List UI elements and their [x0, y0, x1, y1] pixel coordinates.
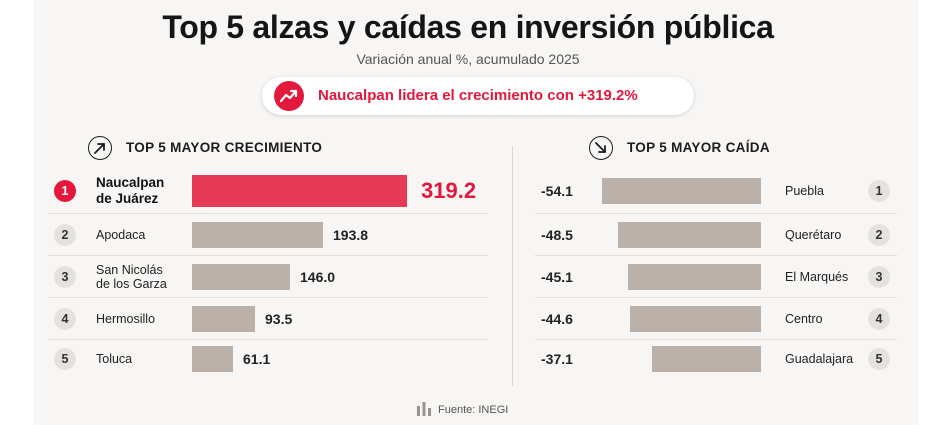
- row-separator: [535, 255, 897, 256]
- value-label: -48.5: [541, 226, 573, 243]
- bar: [192, 264, 290, 290]
- arrow-up-right-icon: [88, 136, 112, 160]
- rank-badge: 3: [868, 266, 890, 288]
- decline-panel-title: TOP 5 MAYOR CAÍDA: [627, 140, 770, 155]
- row-separator: [535, 297, 897, 298]
- category-label: El Marqués: [785, 270, 849, 284]
- value-label: -44.6: [541, 310, 573, 327]
- source-note: Fuente: INEGI: [416, 402, 508, 416]
- bar: [628, 264, 761, 290]
- rank-badge: 2: [54, 224, 76, 246]
- trending-up-icon: [274, 81, 304, 111]
- bar: [192, 222, 323, 248]
- row-separator: [48, 213, 488, 214]
- panel-divider: [512, 146, 513, 386]
- value-label: -37.1: [541, 350, 573, 367]
- value-label: 193.8: [333, 226, 369, 243]
- rank-badge: 2: [868, 224, 890, 246]
- source-text: Fuente: INEGI: [438, 404, 509, 416]
- bar: [192, 346, 233, 372]
- value-label: -45.1: [541, 268, 573, 285]
- bar: [652, 346, 761, 372]
- infographic-card: [34, 0, 918, 425]
- category-label: Naucalpan de Juárez: [96, 175, 165, 206]
- category-label: Hermosillo: [96, 312, 156, 326]
- rank-badge: 4: [54, 308, 76, 330]
- row-separator: [535, 213, 897, 214]
- row-separator: [48, 255, 488, 256]
- highlight-text: Naucalpan lidera el crecimiento con +319…: [318, 87, 638, 104]
- rank-badge: 1: [868, 180, 890, 202]
- bar: [192, 175, 407, 207]
- bar: [602, 178, 761, 204]
- rank-badge: 5: [868, 348, 890, 370]
- chart-subtitle: Variación anual %, acumulado 2025: [356, 51, 580, 67]
- rank-badge: 4: [868, 308, 890, 330]
- value-label: 319.2: [421, 178, 477, 203]
- arrow-down-right-icon: [589, 136, 613, 160]
- bar-chart-icon: [417, 402, 431, 416]
- bar: [192, 306, 255, 332]
- rank-badge: 5: [54, 348, 76, 370]
- value-label: 146.0: [300, 268, 336, 285]
- bar: [630, 306, 761, 332]
- category-label: Apodaca: [96, 228, 146, 242]
- row-separator: [48, 297, 488, 298]
- bar: [618, 222, 761, 248]
- growth-panel-title: TOP 5 MAYOR CRECIMIENTO: [126, 140, 323, 155]
- category-label: Centro: [785, 312, 823, 326]
- rank-badge: 1: [54, 180, 76, 202]
- value-label: 61.1: [243, 350, 271, 367]
- value-label: -54.1: [541, 182, 573, 199]
- category-label: Toluca: [96, 352, 133, 366]
- category-label: Guadalajara: [785, 352, 854, 366]
- highlight-pill: Naucalpan lidera el crecimiento con +319…: [262, 77, 694, 115]
- category-label: San Nicolás de los Garza: [96, 263, 167, 291]
- category-label: Querétaro: [785, 228, 842, 242]
- value-label: 93.5: [265, 310, 293, 327]
- row-separator: [535, 339, 897, 340]
- category-label: Puebla: [785, 184, 824, 198]
- chart-title: Top 5 alzas y caídas en inversión públic…: [162, 9, 774, 45]
- row-separator: [48, 339, 488, 340]
- rank-badge: 3: [54, 266, 76, 288]
